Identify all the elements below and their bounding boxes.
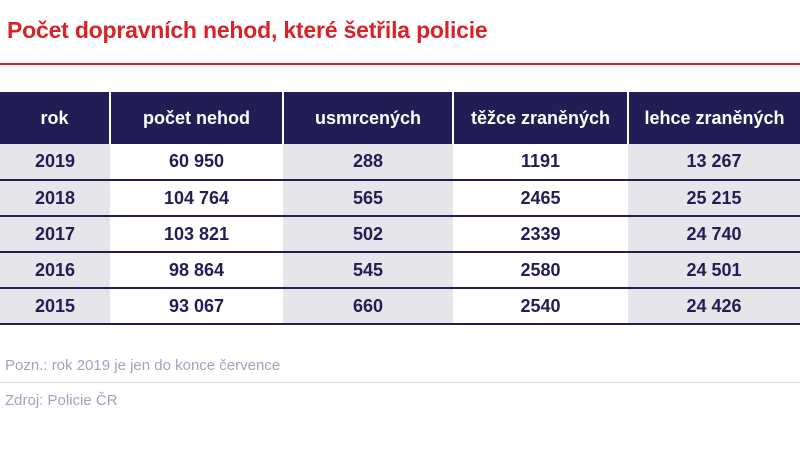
value-cell: 2580 [453, 252, 628, 288]
header-usmrcenych: usmrcených [282, 92, 453, 144]
value-cell: 545 [283, 252, 453, 288]
year-cell: 2018 [0, 180, 110, 216]
header-pocet-nehod: počet nehod [109, 92, 283, 144]
year-cell: 2015 [0, 288, 110, 324]
table-header-row: rok počet nehod usmrcených těžce zraněný… [0, 92, 800, 144]
year-cell: 2017 [0, 216, 110, 252]
value-cell: 104 764 [110, 180, 283, 216]
table-body: 2019 60 950 288 1191 13 267 2018 104 764 565 246… [0, 144, 800, 324]
value-cell: 288 [283, 144, 453, 180]
title-divider-line [0, 63, 800, 65]
year-cell: 2019 [0, 144, 110, 180]
footer-divider-line [0, 382, 800, 383]
footnote-text: Pozn.: rok 2019 je jen do konce července [5, 357, 281, 374]
value-cell: 24 426 [628, 288, 800, 324]
table-header: rok počet nehod usmrcených těžce zraněný… [0, 92, 800, 144]
value-cell: 1191 [453, 144, 628, 180]
value-cell: 2339 [453, 216, 628, 252]
value-cell: 660 [283, 288, 453, 324]
value-cell: 2540 [453, 288, 628, 324]
header-tezce-zranenych: těžce zraněných [452, 92, 628, 144]
value-cell: 25 215 [628, 180, 800, 216]
value-cell: 93 067 [110, 288, 283, 324]
table-row: 2018 104 764 565 2465 25 215 [0, 180, 800, 216]
header-rok: rok [0, 92, 110, 144]
table-row: 2019 60 950 288 1191 13 267 [0, 144, 800, 180]
table-row: 2017 103 821 502 2339 24 740 [0, 216, 800, 252]
accidents-table: rok počet nehod usmrcených těžce zraněný… [0, 92, 800, 325]
table-row: 2016 98 864 545 2580 24 501 [0, 252, 800, 288]
value-cell: 103 821 [110, 216, 283, 252]
table-row: 2015 93 067 660 2540 24 426 [0, 288, 800, 324]
source-text: Zdroj: Policie ČR [5, 392, 118, 409]
value-cell: 502 [283, 216, 453, 252]
page-title: Počet dopravních nehod, které šetřila po… [7, 17, 488, 43]
value-cell: 24 740 [628, 216, 800, 252]
header-lehce-zranenych: lehce zraněných [627, 92, 800, 144]
value-cell: 13 267 [628, 144, 800, 180]
value-cell: 565 [283, 180, 453, 216]
year-cell: 2016 [0, 252, 110, 288]
value-cell: 24 501 [628, 252, 800, 288]
value-cell: 2465 [453, 180, 628, 216]
value-cell: 60 950 [110, 144, 283, 180]
value-cell: 98 864 [110, 252, 283, 288]
